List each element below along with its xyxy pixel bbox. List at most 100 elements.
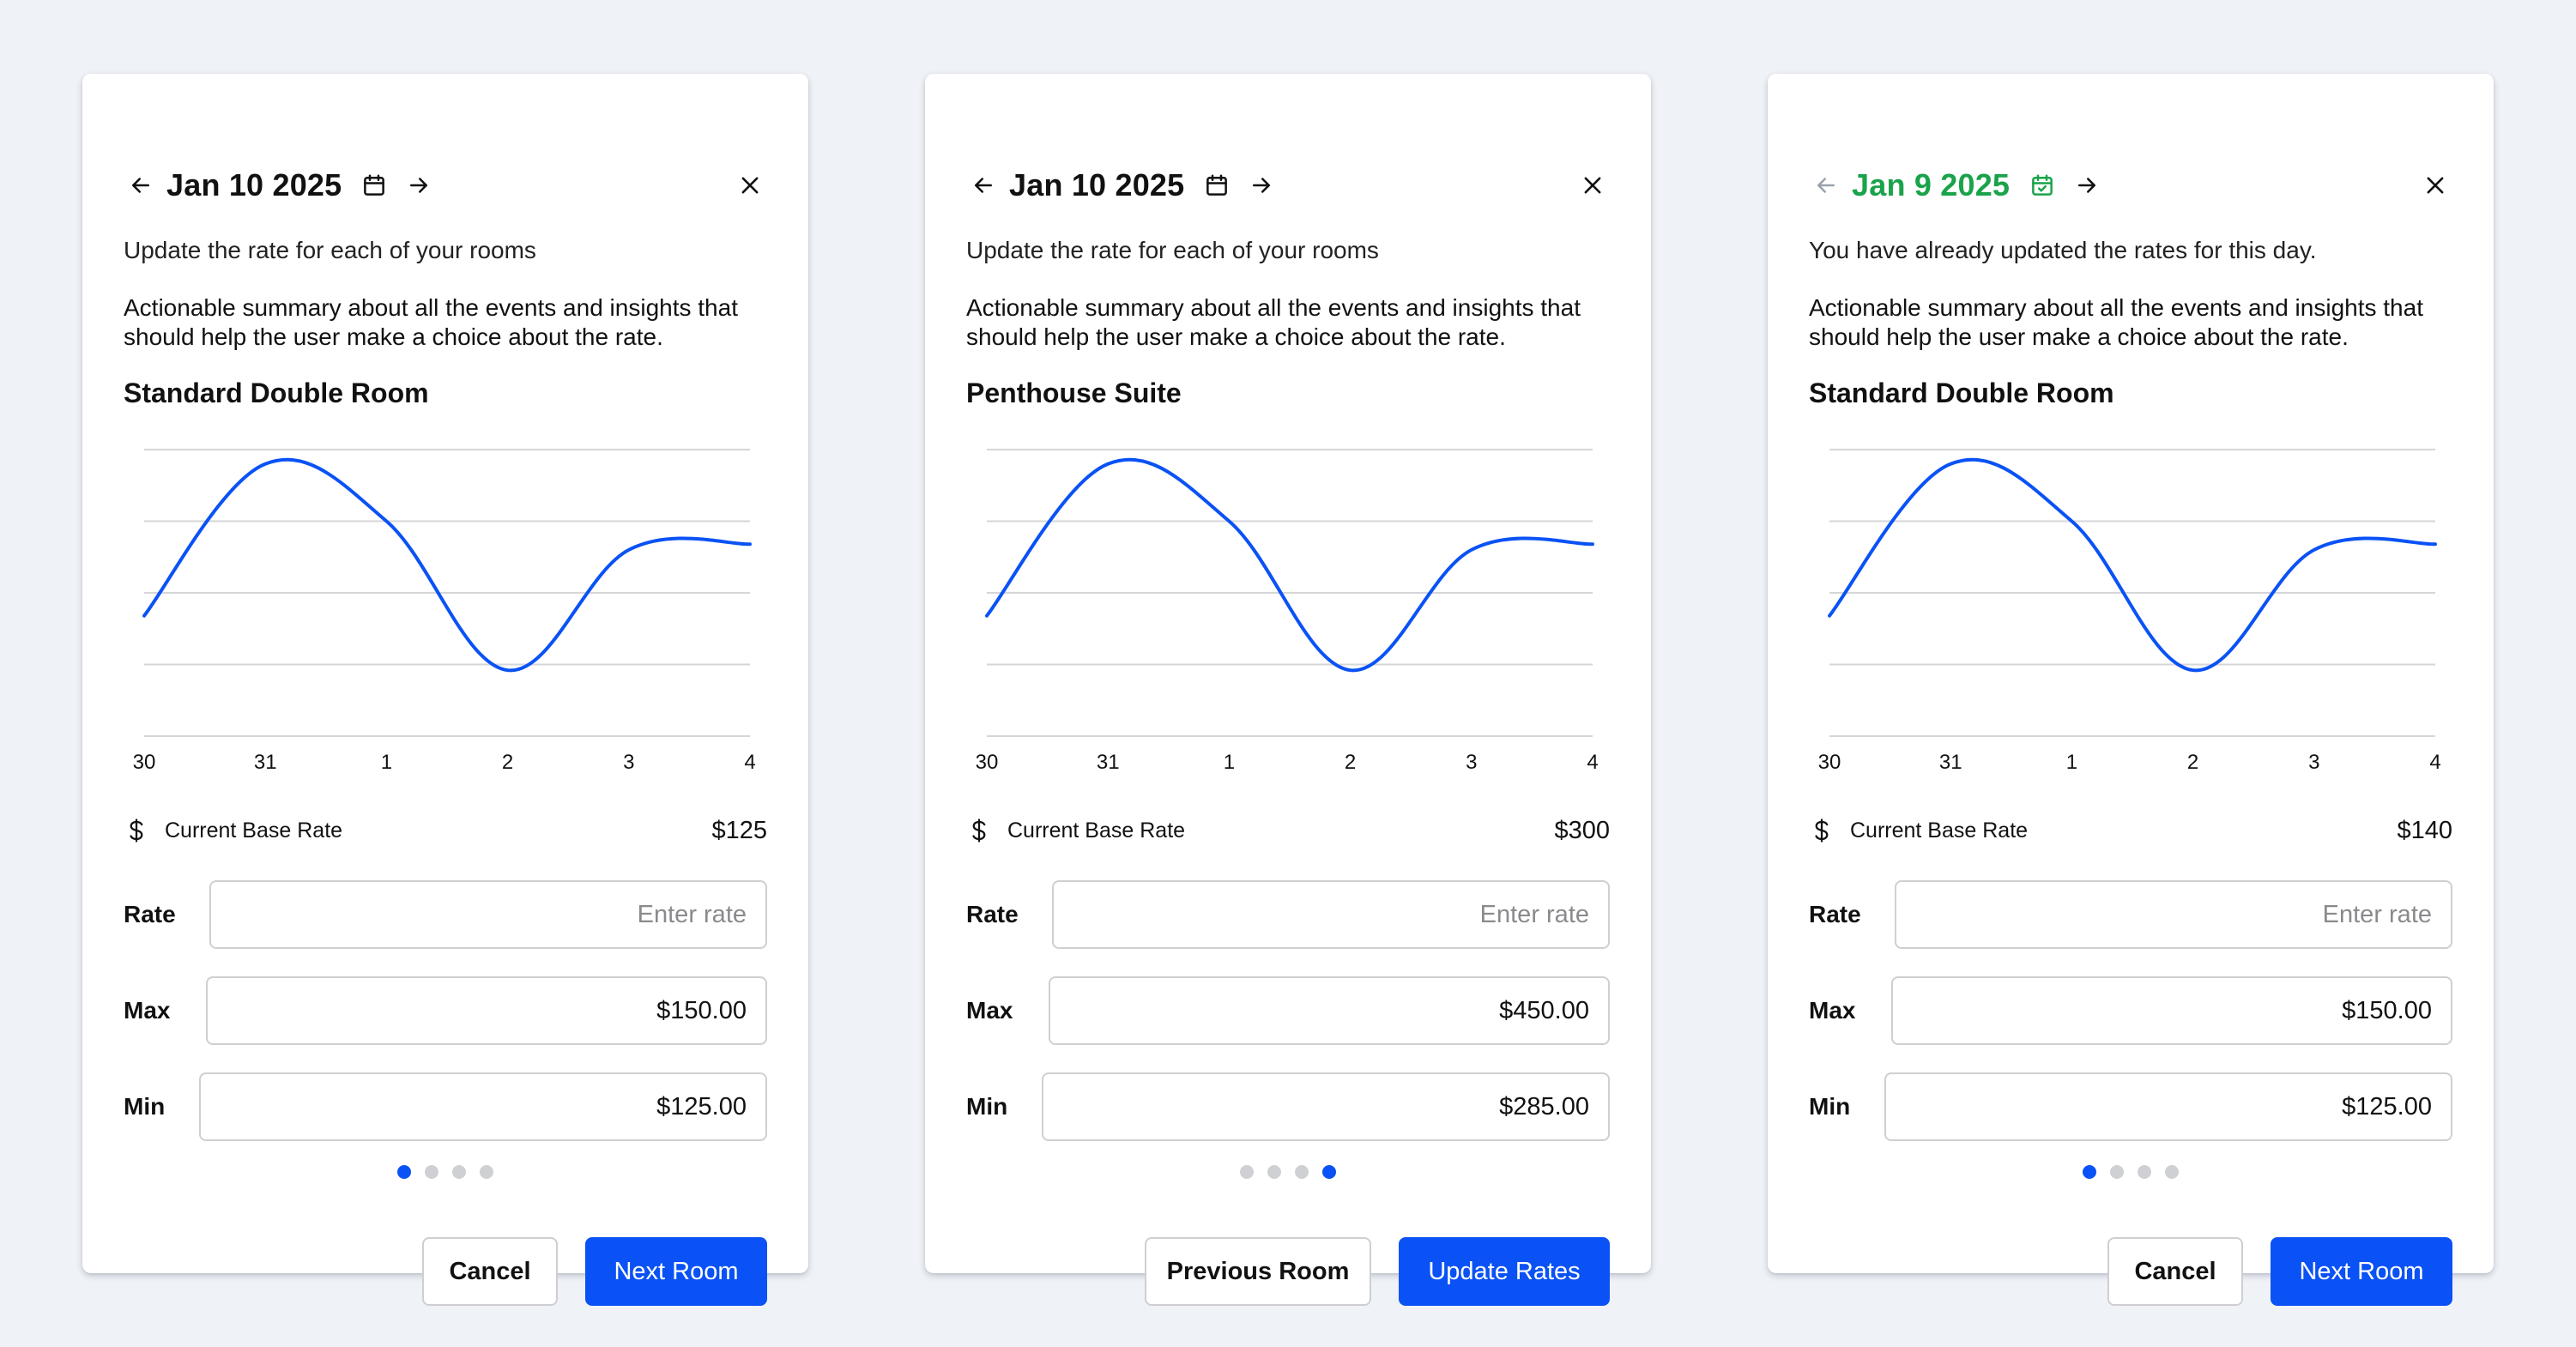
panel-header: Jan 10 2025 (124, 163, 767, 208)
pagination-dot[interactable] (1267, 1165, 1281, 1179)
rate-field-row: Rate (1809, 880, 2452, 949)
min-input[interactable] (1884, 1072, 2452, 1141)
room-pagination (1768, 1165, 2494, 1179)
rate-trend-chart: 30 31 1 2 3 4 (133, 449, 756, 774)
cancel-button[interactable]: Cancel (422, 1237, 558, 1306)
chart-x-tick-label: 1 (1224, 751, 1235, 774)
panel-subtitle: You have already updated the rates for t… (1809, 237, 2317, 263)
close-button[interactable] (2418, 168, 2452, 202)
arrow-left-icon (1817, 178, 1835, 193)
rate-input[interactable] (209, 880, 767, 949)
chart-series-line (142, 457, 752, 673)
base-rate-label: Current Base Rate (165, 818, 343, 843)
chart-x-tick-label: 31 (1097, 751, 1120, 774)
max-label: Max (124, 997, 171, 1024)
base-rate-value: $125 (711, 816, 767, 844)
chart-x-tick-label: 2 (2187, 751, 2198, 774)
current-base-rate-row: Current Base Rate $125 (124, 813, 767, 848)
prev-day-button[interactable] (124, 168, 158, 202)
calendar-button[interactable] (2025, 168, 2059, 202)
rate-label: Rate (124, 901, 176, 927)
calendar-button[interactable] (357, 168, 391, 202)
next-room-button[interactable]: Next Room (2271, 1237, 2452, 1306)
rate-update-panel-2: Jan 10 2025 Update the rate for each of … (925, 74, 1651, 1306)
cancel-button[interactable]: Cancel (2107, 1237, 2243, 1306)
chart-x-tick-label: 30 (1818, 751, 1841, 774)
rate-input[interactable] (1052, 880, 1610, 949)
pagination-dot[interactable] (397, 1165, 411, 1179)
panel-header: Jan 9 2025 (1809, 163, 2452, 208)
chart-x-tick-label: 30 (133, 751, 156, 774)
insights-summary: Actionable summary about all the events … (124, 294, 738, 350)
panel-actions: Previous Room Update Rates (1145, 1237, 1610, 1306)
next-room-button[interactable]: Next Room (585, 1237, 767, 1306)
max-input[interactable] (1049, 976, 1610, 1045)
min-label: Min (124, 1093, 166, 1120)
rate-label: Rate (1809, 901, 1861, 927)
pagination-dot[interactable] (2083, 1165, 2096, 1179)
base-rate-value: $140 (2397, 816, 2452, 844)
rate-label: Rate (966, 901, 1019, 927)
chart-x-tick-label: 3 (2308, 751, 2319, 774)
update-rates-button[interactable]: Update Rates (1399, 1237, 1610, 1306)
pagination-dot[interactable] (1295, 1165, 1309, 1179)
pagination-dot[interactable] (480, 1165, 493, 1179)
next-day-button[interactable] (2070, 168, 2104, 202)
previous-room-button[interactable]: Previous Room (1145, 1237, 1371, 1306)
current-base-rate-row: Current Base Rate $140 (1809, 813, 2452, 848)
room-pagination (925, 1165, 1651, 1179)
chart-x-tick-label: 3 (623, 751, 634, 774)
pagination-dot[interactable] (1240, 1165, 1254, 1179)
max-input[interactable] (1891, 976, 2452, 1045)
next-day-button[interactable] (402, 168, 436, 202)
close-button[interactable] (1575, 168, 1610, 202)
max-label: Max (1809, 997, 1856, 1024)
pagination-dot[interactable] (2165, 1165, 2179, 1179)
pagination-dot[interactable] (1322, 1165, 1336, 1179)
arrow-left-icon (975, 178, 992, 193)
pagination-dot[interactable] (2110, 1165, 2124, 1179)
max-label: Max (966, 997, 1013, 1024)
chart-x-tick-label: 1 (381, 751, 392, 774)
prev-day-button[interactable] (966, 168, 1001, 202)
rate-field-row: Rate (124, 880, 767, 949)
panel-actions: Cancel Next Room (422, 1237, 767, 1306)
max-input[interactable] (206, 976, 767, 1045)
pagination-dot[interactable] (425, 1165, 438, 1179)
panel-subtitle: Update the rate for each of your rooms (124, 237, 536, 263)
min-field-row: Min (124, 1072, 767, 1141)
close-button[interactable] (733, 168, 767, 202)
arrow-right-icon (1253, 178, 1271, 193)
chart-x-tick-label: 4 (1587, 751, 1598, 774)
min-input[interactable] (1042, 1072, 1610, 1141)
panel-actions: Cancel Next Room (2107, 1237, 2452, 1306)
next-day-button[interactable] (1244, 168, 1279, 202)
chart-x-tick-label: 4 (744, 751, 755, 774)
close-icon (1584, 177, 1601, 194)
insights-summary: Actionable summary about all the events … (1809, 294, 2423, 350)
pagination-dot[interactable] (452, 1165, 466, 1179)
chart-x-tick-label: 4 (2429, 751, 2440, 774)
calendar-icon (364, 174, 385, 196)
dollar-icon (1809, 816, 1840, 845)
rate-input[interactable] (1895, 880, 2452, 949)
max-field-row: Max (124, 976, 767, 1045)
calendar-button[interactable] (1200, 168, 1234, 202)
pagination-dot[interactable] (2138, 1165, 2151, 1179)
chart-x-tick-label: 1 (2066, 751, 2077, 774)
insights-summary: Actionable summary about all the events … (966, 294, 1581, 350)
room-name: Standard Double Room (124, 378, 429, 408)
chart-x-tick-label: 31 (1939, 751, 1962, 774)
close-icon (2427, 177, 2444, 194)
dollar-icon (124, 816, 154, 845)
panel-subtitle: Update the rate for each of your rooms (966, 237, 1379, 263)
room-name: Penthouse Suite (966, 378, 1182, 408)
chart-x-tick-label: 31 (254, 751, 277, 774)
min-input[interactable] (199, 1072, 767, 1141)
min-field-row: Min (1809, 1072, 2452, 1141)
chart-x-tick-label: 2 (502, 751, 513, 774)
rate-update-panel-3: Jan 9 2025 You have already updated the … (1768, 74, 2494, 1306)
prev-day-button[interactable] (1809, 168, 1843, 202)
current-base-rate-row: Current Base Rate $300 (966, 813, 1610, 848)
base-rate-label: Current Base Rate (1007, 818, 1186, 843)
